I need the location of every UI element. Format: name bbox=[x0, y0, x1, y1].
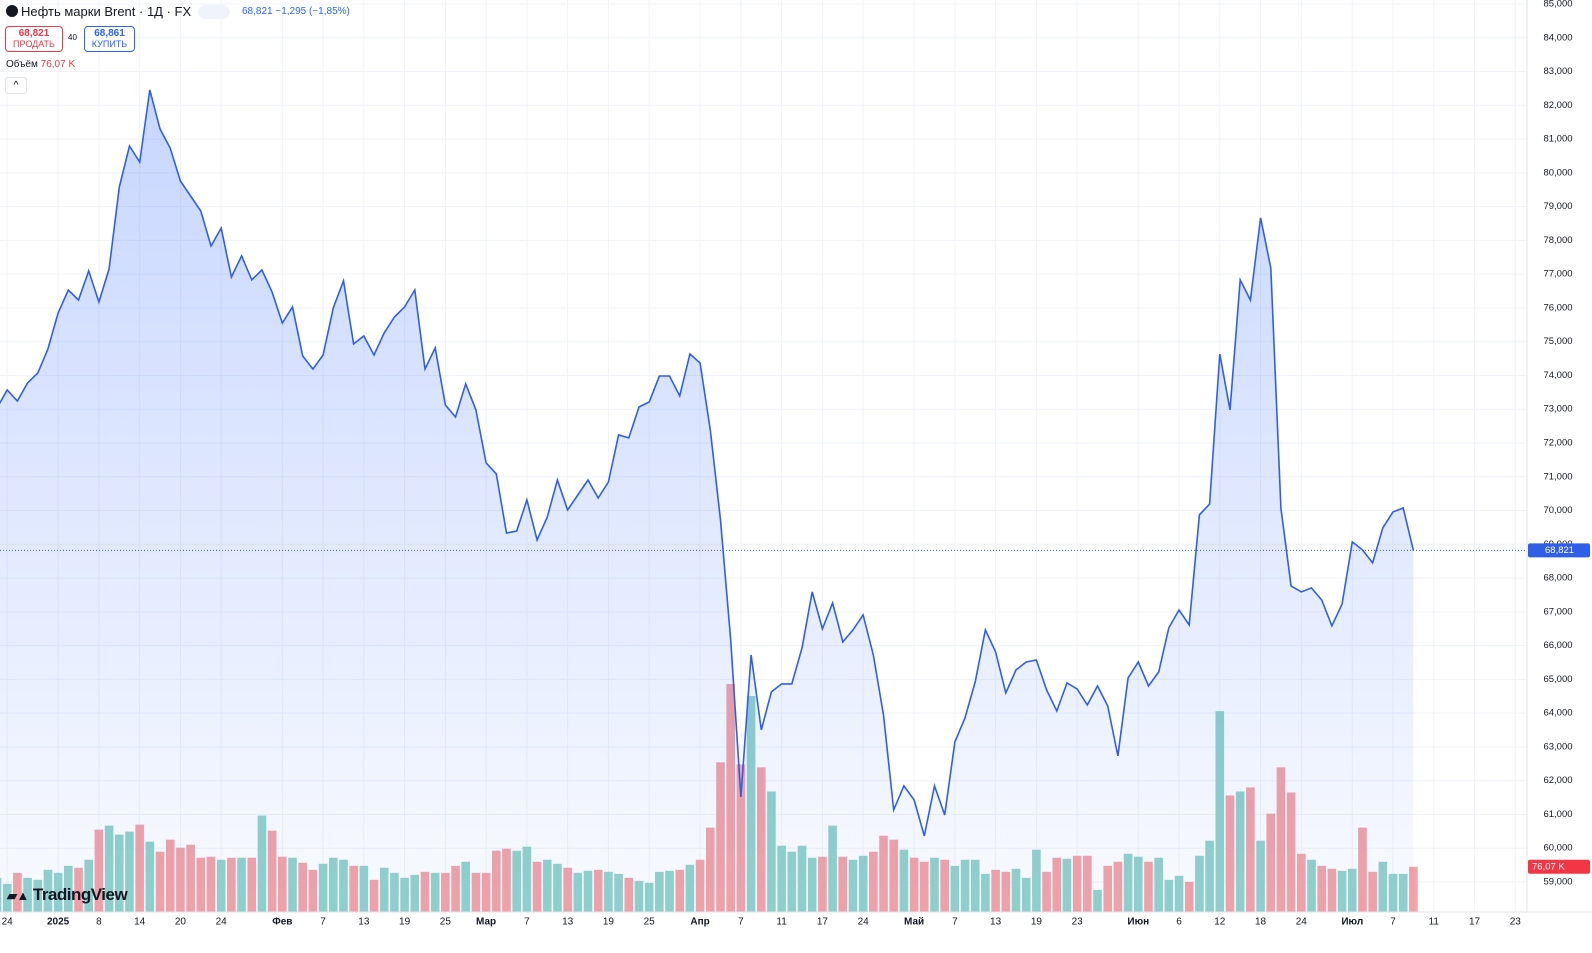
x-tick-label: 7 bbox=[952, 917, 958, 928]
x-tick-label: 6 bbox=[1176, 917, 1182, 928]
y-tick-label: 74,000 bbox=[1543, 370, 1572, 381]
y-tick-label: 78,000 bbox=[1543, 235, 1572, 246]
quote: 68,821 −1,295 (−1,85%) bbox=[242, 6, 350, 17]
x-tick-label: 7 bbox=[524, 917, 530, 928]
last-volume-box bbox=[1528, 859, 1590, 874]
last-volume-label: 76,07 K bbox=[1532, 861, 1565, 872]
toggle[interactable] bbox=[198, 5, 230, 19]
last-price-box bbox=[1528, 543, 1590, 558]
x-tick-label: 11 bbox=[776, 917, 787, 928]
y-tick-label: 60,000 bbox=[1543, 843, 1572, 854]
volume-value: 76,07 K bbox=[40, 59, 76, 70]
x-tick-label: 24 bbox=[2, 917, 14, 928]
x-tick-label: 23 bbox=[1510, 917, 1522, 928]
x-tick-label: 24 bbox=[216, 917, 228, 928]
y-tick-label: 80,000 bbox=[1543, 167, 1572, 178]
sell-label: ПРОДАТЬ bbox=[13, 39, 55, 49]
x-tick-label: 25 bbox=[644, 917, 656, 928]
x-tick-label: Мар bbox=[476, 917, 496, 928]
x-tick-label: 2025 bbox=[47, 917, 70, 928]
x-tick-label: 8 bbox=[96, 917, 102, 928]
x-tick-label: 23 bbox=[1072, 917, 1084, 928]
y-tick-label: 59,000 bbox=[1543, 877, 1572, 888]
x-tick-label: 17 bbox=[1469, 917, 1481, 928]
logo: ▰▲ TradingView bbox=[7, 885, 128, 904]
title: Нефть марки Brent · 1Д · FX bbox=[21, 4, 192, 19]
y-tick-label: 64,000 bbox=[1543, 708, 1572, 719]
x-tick-label: 7 bbox=[738, 917, 744, 928]
y-tick-label: 84,000 bbox=[1543, 32, 1572, 43]
sell-price: 68,821 bbox=[18, 28, 50, 39]
buy-price: 68,861 bbox=[94, 28, 125, 39]
sell-button[interactable]: 68,821 ПРОДАТЬ bbox=[5, 26, 63, 52]
price-line bbox=[0, 89, 1415, 837]
y-tick-label: 79,000 bbox=[1543, 201, 1572, 212]
y-tick-label: 67,000 bbox=[1543, 606, 1572, 617]
logo-text: TradingView bbox=[32, 885, 128, 904]
x-tick-label: 12 bbox=[1214, 917, 1226, 928]
x-tick-label: Апр bbox=[690, 917, 709, 928]
y-tick-label: 71,000 bbox=[1543, 471, 1572, 482]
buy-button[interactable]: 68,861 КУПИТЬ bbox=[84, 26, 135, 52]
x-tick-label: Май bbox=[904, 917, 924, 928]
x-tick-label: 18 bbox=[1255, 917, 1267, 928]
x-tick-label: 17 bbox=[817, 917, 829, 928]
y-tick-label: 63,000 bbox=[1543, 741, 1572, 752]
icon bbox=[6, 5, 18, 17]
volume-bar bbox=[1409, 866, 1418, 912]
y-tick-label: 65,000 bbox=[1543, 674, 1572, 685]
y-tick-label: 76,000 bbox=[1543, 302, 1572, 313]
last-price-label: 68,821 bbox=[1545, 545, 1574, 556]
y-tick-label: 66,000 bbox=[1543, 640, 1572, 651]
x-tick-label: Фев bbox=[272, 917, 292, 928]
x-tick-label: 19 bbox=[399, 917, 411, 928]
x-tick-label: 13 bbox=[358, 917, 370, 928]
y-tick-label: 82,000 bbox=[1543, 100, 1572, 111]
x-tick-label: 13 bbox=[990, 917, 1002, 928]
y-tick-label: 61,000 bbox=[1543, 809, 1572, 820]
buy-label: КУПИТЬ bbox=[91, 39, 128, 49]
y-tick-label: 70,000 bbox=[1543, 505, 1572, 516]
y-tick-label: 72,000 bbox=[1543, 438, 1572, 449]
y-tick-label: 73,000 bbox=[1543, 404, 1572, 415]
y-tick-label: 62,000 bbox=[1543, 775, 1572, 786]
x-tick-label: 19 bbox=[1031, 917, 1043, 928]
y-tick-label: 85,000 bbox=[1543, 0, 1572, 10]
x-tick-label: 24 bbox=[858, 917, 870, 928]
y-tick-label: 77,000 bbox=[1543, 269, 1572, 280]
y-tick-label: 81,000 bbox=[1543, 134, 1572, 145]
symbol-title: Нефть марки Brent · 1Д · FX bbox=[6, 4, 191, 19]
x-tick-label: 20 bbox=[175, 917, 187, 928]
y-tick-label: 83,000 bbox=[1543, 66, 1572, 77]
y-tick-label: 75,000 bbox=[1543, 336, 1572, 347]
x-tick-label: 25 bbox=[440, 917, 452, 928]
x-tick-label: 19 bbox=[603, 917, 615, 928]
x-tick-label: 7 bbox=[1390, 917, 1396, 928]
x-tick-label: 7 bbox=[320, 917, 326, 928]
x-tick-label: 11 bbox=[1429, 917, 1440, 928]
price-area bbox=[0, 89, 1414, 912]
x-tick-label: 14 bbox=[134, 917, 146, 928]
y-tick-label: 68,000 bbox=[1543, 573, 1572, 584]
x-tick-label: Июл bbox=[1341, 917, 1363, 928]
collapse-button[interactable]: ^ bbox=[5, 77, 27, 94]
x-tick-label: Июн bbox=[1127, 917, 1149, 928]
x-tick-label: 13 bbox=[562, 917, 574, 928]
volume-title: Объём bbox=[6, 59, 38, 70]
x-tick-label: 24 bbox=[1296, 917, 1308, 928]
spread: 40 bbox=[68, 33, 77, 42]
